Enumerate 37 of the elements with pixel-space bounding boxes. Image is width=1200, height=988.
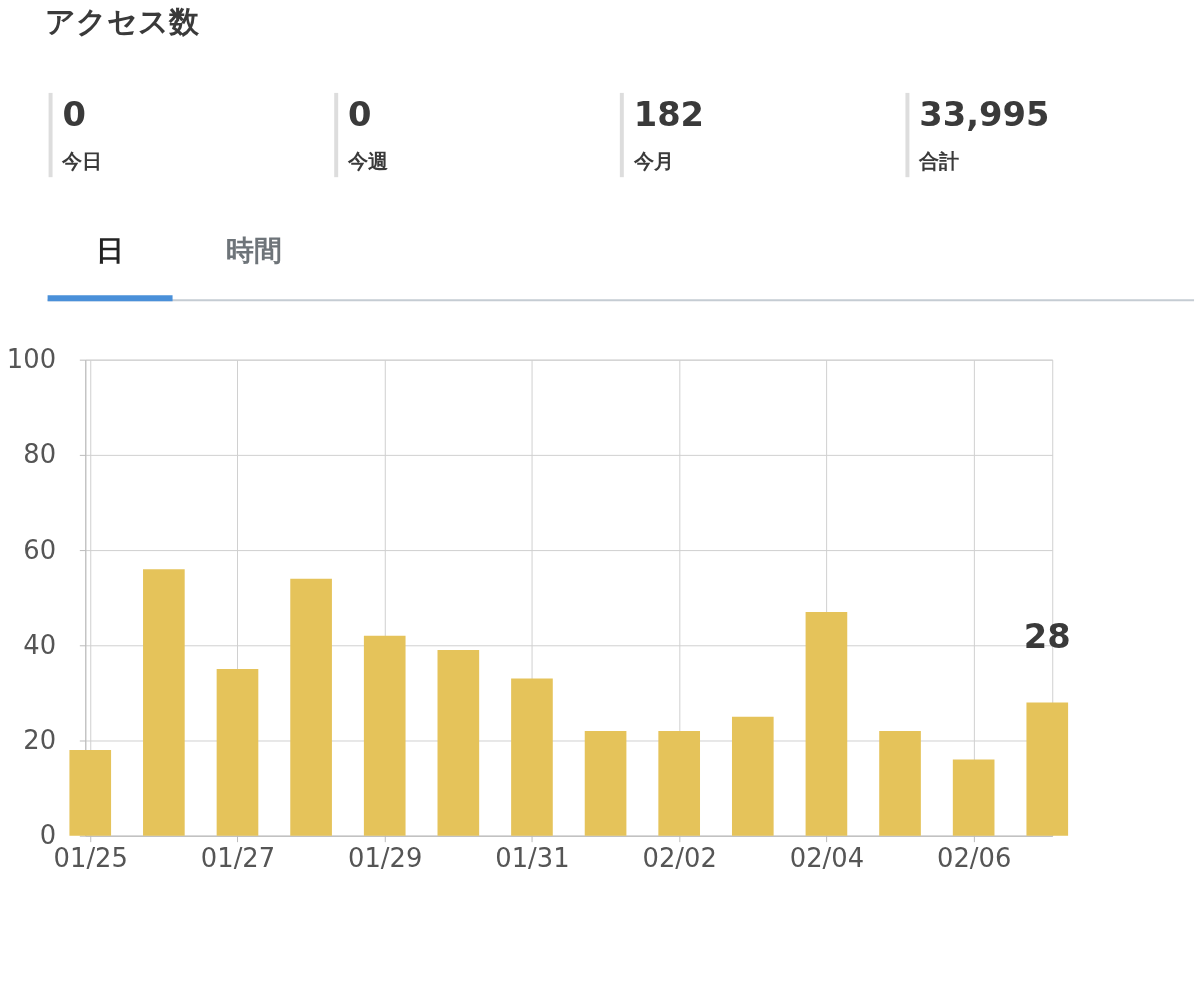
text: 今月 (632, 150, 674, 174)
text: 0 (62, 94, 86, 134)
x-tick-label: 02/04 (789, 842, 865, 873)
x-tick-label: 01/29 (348, 842, 423, 873)
text: 日 (96, 233, 125, 267)
bar (658, 730, 701, 836)
x-tick-label: 01/31 (495, 842, 570, 873)
bar (363, 635, 406, 836)
y-tick-label: 40 (23, 629, 57, 660)
bar (805, 611, 848, 836)
text: 今日 (61, 150, 103, 174)
text: アクセス数 (44, 4, 200, 40)
x-tick-label: 02/02 (642, 842, 717, 873)
text: 0 (348, 94, 372, 134)
bar (952, 759, 995, 836)
bar (437, 650, 480, 836)
y-tick-label: 80 (23, 439, 57, 470)
text: 合計 (918, 150, 960, 174)
data-label: 28 (1023, 616, 1071, 656)
x-tick-label: 01/27 (200, 842, 276, 873)
bar (584, 730, 627, 836)
bar (511, 678, 553, 836)
text: 182 (633, 94, 705, 134)
y-tick-label: 20 (23, 724, 57, 755)
bar (1026, 702, 1069, 836)
x-tick-label: 02/06 (937, 842, 1012, 873)
text: 今週 (347, 150, 389, 174)
y-tick-label: 60 (23, 534, 57, 565)
bar (290, 578, 332, 836)
text: 時間 (225, 233, 282, 267)
bar (69, 750, 112, 836)
text: 33,995 (919, 94, 1050, 134)
bar (731, 716, 774, 836)
bar (143, 569, 185, 836)
y-tick-label: 100 (6, 344, 57, 375)
bar (879, 730, 921, 836)
bar (216, 669, 259, 836)
